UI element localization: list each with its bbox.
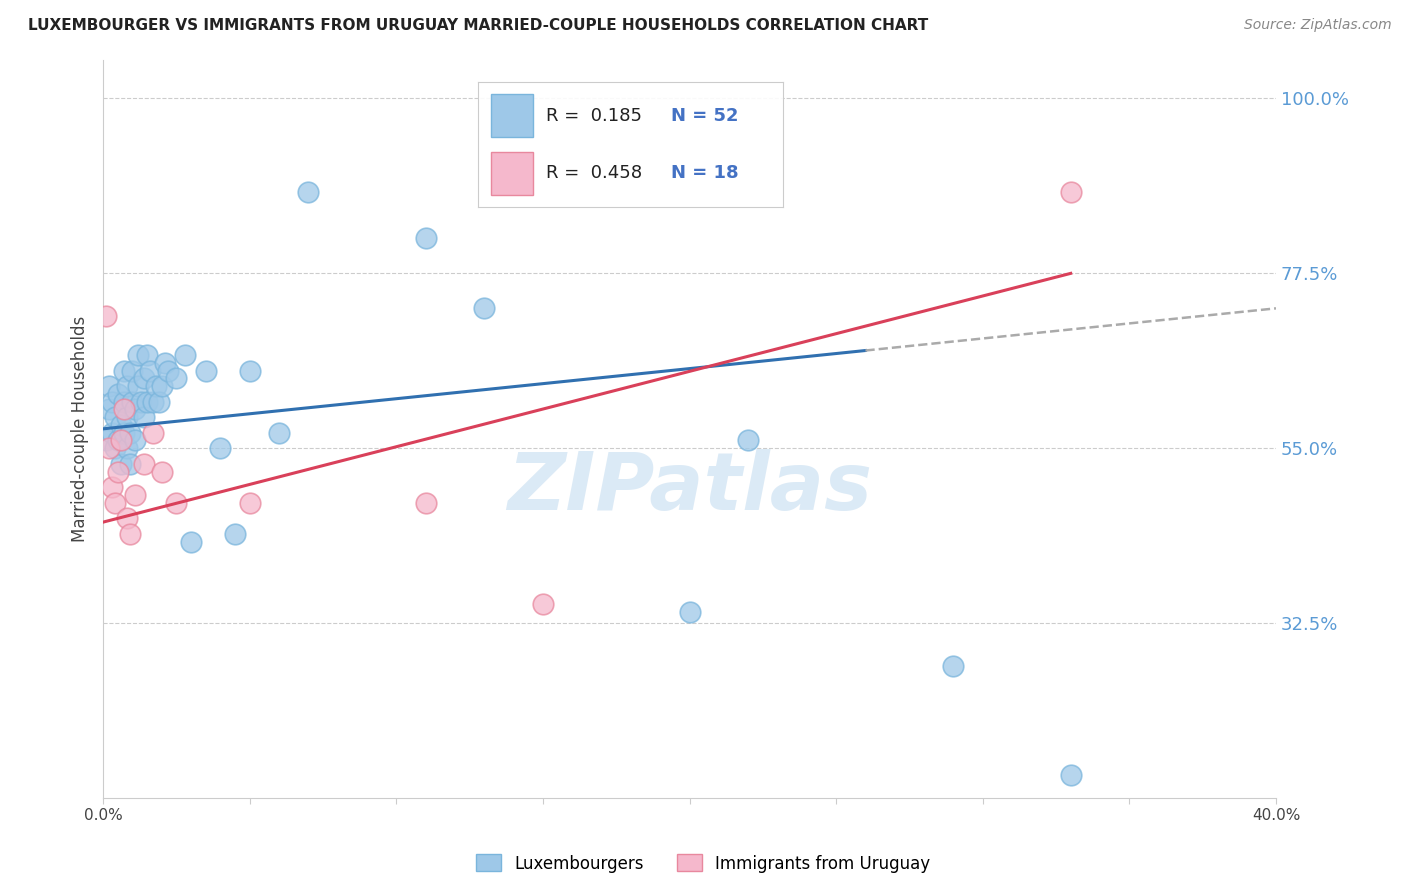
Point — [112, 425, 135, 440]
Point — [94, 434, 117, 448]
Point — [153, 356, 176, 370]
Point — [209, 442, 232, 456]
Point — [1060, 768, 1083, 782]
Point — [415, 496, 437, 510]
Point — [239, 496, 262, 510]
Point — [110, 457, 132, 471]
Y-axis label: Married-couple Households: Married-couple Households — [72, 316, 89, 542]
Point — [297, 185, 319, 199]
Point — [737, 434, 759, 448]
Point — [124, 488, 146, 502]
Point — [156, 363, 179, 377]
Point — [531, 597, 554, 611]
Point — [134, 457, 156, 471]
Point — [415, 231, 437, 245]
Point — [121, 363, 143, 377]
Point — [104, 410, 127, 425]
Point — [107, 387, 129, 401]
Point — [150, 379, 173, 393]
Point — [98, 379, 121, 393]
Point — [124, 434, 146, 448]
Point — [101, 480, 124, 494]
Point — [139, 363, 162, 377]
Point — [104, 496, 127, 510]
Point — [148, 394, 170, 409]
Point — [112, 394, 135, 409]
Point — [115, 379, 138, 393]
Point — [98, 402, 121, 417]
Point — [1060, 185, 1083, 199]
Point — [115, 442, 138, 456]
Point — [129, 394, 152, 409]
Point — [110, 417, 132, 432]
Text: LUXEMBOURGER VS IMMIGRANTS FROM URUGUAY MARRIED-COUPLE HOUSEHOLDS CORRELATION CH: LUXEMBOURGER VS IMMIGRANTS FROM URUGUAY … — [28, 18, 928, 33]
Point — [194, 363, 217, 377]
Point — [98, 442, 121, 456]
Point — [678, 605, 700, 619]
Point — [112, 363, 135, 377]
Point — [94, 309, 117, 323]
Point — [127, 379, 149, 393]
Point — [115, 511, 138, 525]
Point — [107, 465, 129, 479]
Point — [150, 465, 173, 479]
Point — [142, 425, 165, 440]
Point — [101, 425, 124, 440]
Point — [134, 410, 156, 425]
Point — [118, 526, 141, 541]
Point — [224, 526, 246, 541]
Point — [472, 301, 495, 316]
Text: Source: ZipAtlas.com: Source: ZipAtlas.com — [1244, 18, 1392, 32]
Point — [121, 394, 143, 409]
Point — [267, 425, 290, 440]
Point — [136, 348, 159, 362]
Point — [124, 402, 146, 417]
Point — [145, 379, 167, 393]
Point — [136, 394, 159, 409]
Point — [101, 394, 124, 409]
Point — [165, 371, 187, 385]
Point — [174, 348, 197, 362]
Point — [115, 410, 138, 425]
Text: ZIPatlas: ZIPatlas — [508, 449, 872, 527]
Point — [239, 363, 262, 377]
Point — [107, 434, 129, 448]
Point — [118, 425, 141, 440]
Legend: Luxembourgers, Immigrants from Uruguay: Luxembourgers, Immigrants from Uruguay — [470, 847, 936, 880]
Point — [112, 402, 135, 417]
Point — [118, 457, 141, 471]
Point — [110, 434, 132, 448]
Point — [104, 442, 127, 456]
Point — [942, 659, 965, 673]
Point — [165, 496, 187, 510]
Point — [127, 348, 149, 362]
Point — [142, 394, 165, 409]
Point — [134, 371, 156, 385]
Point — [180, 534, 202, 549]
